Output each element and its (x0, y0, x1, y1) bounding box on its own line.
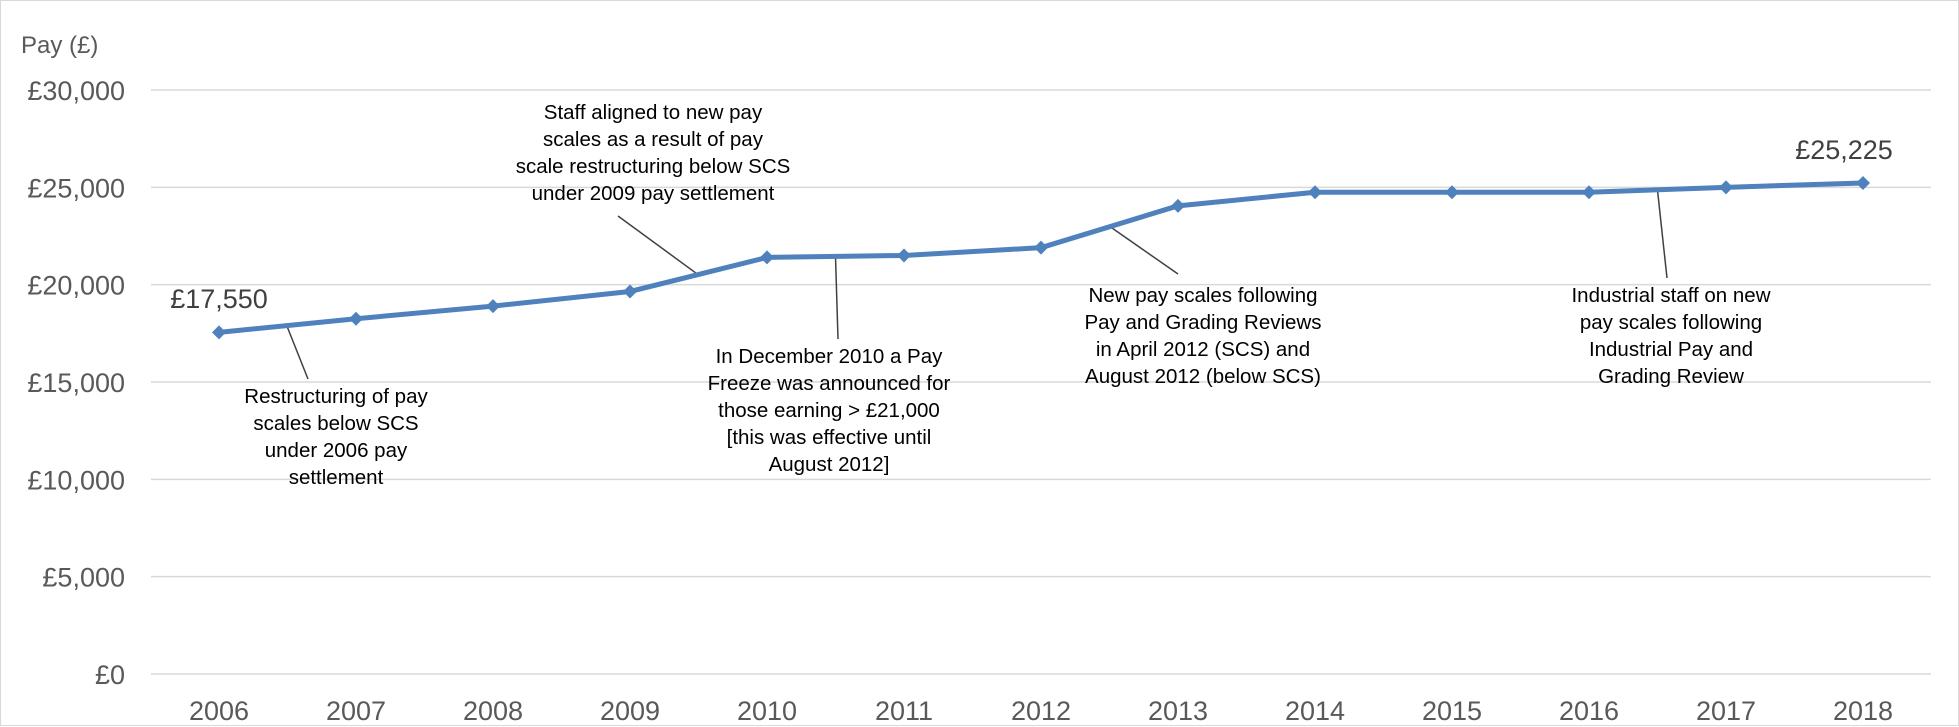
annotation-leaders (286, 190, 1668, 380)
annotation-line: Industrial Pay and (1589, 338, 1753, 361)
annotation-leader (617, 215, 699, 276)
annotation-leader (1109, 225, 1179, 275)
x-tick-label: 2016 (1559, 696, 1619, 726)
x-tick-label: 2012 (1011, 696, 1071, 726)
annotation-line: those earning > £21,000 (718, 399, 940, 422)
x-tick-label: 2008 (463, 696, 523, 726)
data-point (897, 248, 911, 263)
x-tick-label: 2015 (1422, 696, 1482, 726)
annotation-leader (1656, 190, 1668, 279)
x-tick-label: 2017 (1696, 696, 1756, 726)
data-labels: £17,550 £25,225 (170, 135, 1893, 314)
annotation-line: settlement (289, 466, 384, 489)
data-point (1171, 198, 1185, 213)
annotation: Restructuring of pay scales below SCS unde… (244, 385, 428, 489)
annotation-line: New pay scales following (1088, 284, 1317, 307)
series (212, 175, 1870, 340)
y-tick-label: £0 (95, 660, 125, 690)
y-tick-label: £30,000 (27, 76, 125, 106)
annotations: Restructuring of pay scales below SCS unde… (244, 101, 1770, 489)
data-point (212, 325, 226, 340)
data-point (1582, 185, 1596, 200)
annotation-line: Grading Review (1598, 365, 1744, 388)
annotation-line: In December 2010 a Pay (716, 345, 944, 368)
annotation-line: scale restructuring below SCS (516, 155, 791, 178)
annotation-line: Staff aligned to new pay (544, 101, 763, 124)
x-tick-label: 2011 (875, 696, 933, 726)
data-label: £17,550 (170, 284, 268, 314)
x-tick-label: 2018 (1833, 696, 1893, 726)
annotation-line: pay scales following (1580, 311, 1762, 334)
y-tick-label: £10,000 (27, 465, 125, 495)
y-tick-label: £15,000 (27, 368, 125, 398)
x-tick-label: 2010 (737, 696, 797, 726)
gridlines (151, 89, 1931, 675)
series-line (216, 180, 1866, 335)
annotation-line: Freeze was announced for (708, 372, 951, 395)
x-tick-label: 2013 (1148, 696, 1208, 726)
annotation-line: August 2012 (below SCS) (1085, 365, 1321, 388)
data-point (1719, 180, 1733, 195)
annotation-leader (834, 256, 839, 340)
data-label: £25,225 (1795, 135, 1893, 165)
annotation: In December 2010 a Pay Freeze was announc… (708, 345, 951, 476)
annotation-leader (286, 327, 309, 380)
data-point (1308, 185, 1322, 200)
y-axis-title: Pay (£) (21, 32, 98, 59)
annotation-line: [this was effective until (727, 426, 932, 449)
y-tick-label: £25,000 (27, 173, 125, 203)
x-tick-label: 2014 (1285, 696, 1345, 726)
y-tick-label: £5,000 (42, 563, 125, 593)
y-tick-label: £20,000 (27, 271, 125, 301)
annotation-line: Pay and Grading Reviews (1084, 311, 1321, 334)
annotation-line: scales below SCS (253, 412, 418, 435)
annotation: New pay scales following Pay and Grading … (1084, 284, 1321, 388)
data-point (1034, 240, 1048, 255)
annotation-line: Industrial staff on new (1571, 284, 1770, 307)
annotation-line: August 2012] (769, 453, 890, 476)
annotation-line: in April 2012 (SCS) and (1096, 338, 1310, 361)
data-point (1856, 175, 1870, 190)
data-point (760, 250, 774, 265)
annotation-line: Restructuring of pay (244, 385, 428, 408)
data-point (1445, 185, 1459, 200)
x-tick-label: 2009 (600, 696, 660, 726)
data-point (349, 311, 363, 326)
x-tick-label: 2007 (326, 696, 386, 726)
annotation: Industrial staff on new pay scales follow… (1571, 284, 1770, 388)
annotation: Staff aligned to new pay scales as a resu… (516, 101, 791, 205)
x-axis-ticks: 2006 2007 2008 2009 2010 2011 2012 2013 2014 2015… (189, 696, 1893, 726)
annotation-line: under 2009 pay settlement (532, 182, 775, 205)
x-tick-label: 2006 (189, 696, 249, 726)
data-point (486, 299, 500, 314)
y-axis-ticks: £0 £5,000 £10,000 £15,000 £20,000 £25,000 £30,… (27, 76, 125, 690)
annotation-line: scales as a result of pay (543, 128, 764, 151)
annotation-line: under 2006 pay (265, 439, 408, 462)
data-point (623, 284, 637, 299)
